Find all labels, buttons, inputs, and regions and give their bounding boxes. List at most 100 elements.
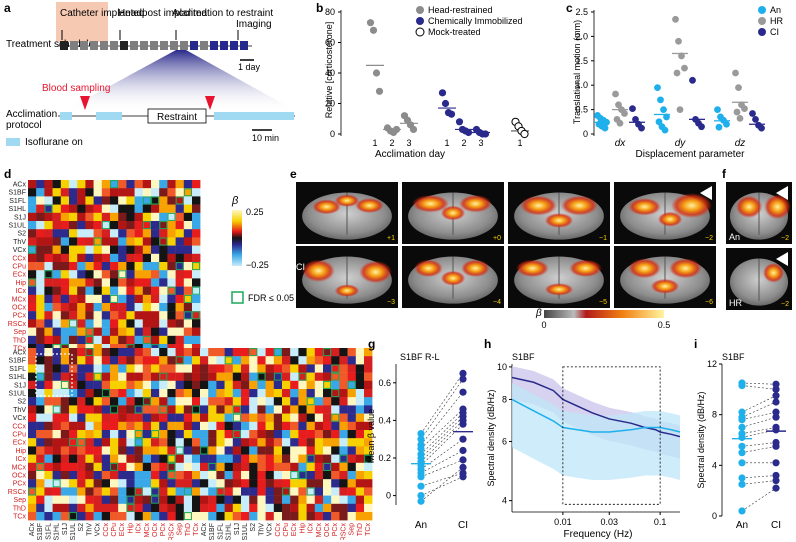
- d-matrix-cell: [347, 512, 356, 521]
- d-matrix-cell: [364, 487, 373, 496]
- d-matrix-cell: [167, 364, 176, 373]
- d-matrix-cell: [36, 303, 45, 312]
- d-matrix-cell: [347, 462, 356, 472]
- d-matrix-cell: [77, 356, 86, 365]
- d-matrix-cell: [192, 446, 201, 455]
- d-matrix-cell: [36, 270, 45, 279]
- d-matrix-cell: [142, 389, 152, 398]
- d-fdr-cell: [183, 311, 192, 320]
- d-matrix-cell: [85, 372, 94, 381]
- h-xtick-label: 0.1: [654, 517, 667, 527]
- ci-point: [459, 369, 467, 377]
- d-matrix-cell: [323, 446, 332, 455]
- d-matrix-cell: [118, 438, 127, 447]
- d-matrix-cell: [85, 221, 94, 230]
- d-matrix-cell: [175, 348, 184, 357]
- d-fdr-cell: [183, 512, 192, 521]
- c-data-point: [603, 118, 610, 126]
- d-row-label: S1HL: [8, 374, 26, 381]
- d-matrix-cell: [142, 212, 152, 222]
- d-matrix-cell: [306, 348, 315, 357]
- d-row-label: PCx: [13, 481, 27, 488]
- d-fdr-cell: [110, 180, 119, 189]
- d-beta-min: −0.25: [246, 260, 269, 270]
- d-matrix-cell: [175, 204, 184, 213]
- b-data-point: [481, 130, 490, 138]
- d-matrix-cell: [134, 446, 143, 455]
- d-matrix-cell: [314, 356, 324, 365]
- b-xtick-label: 1: [517, 138, 522, 148]
- d-row-label: RSCx: [8, 489, 27, 496]
- d-matrix-cell: [93, 503, 102, 513]
- d-matrix-cell: [200, 487, 209, 496]
- d-matrix-cell: [93, 389, 102, 398]
- d-matrix-cell: [28, 262, 37, 271]
- d-col-label: S1J: [234, 523, 241, 535]
- d-matrix-cell: [175, 262, 184, 271]
- d-matrix-cell: [265, 380, 274, 390]
- h-series-ci: [511, 376, 681, 438]
- activation-blob: [412, 195, 449, 213]
- d-matrices: [28, 180, 373, 521]
- d-matrix-cell: [257, 462, 266, 472]
- c-data-point: [714, 106, 721, 113]
- c-y-ticks: 00.51.01.52.02.5: [575, 7, 594, 139]
- d-matrix-cell: [52, 503, 61, 513]
- d-matrix-cell: [77, 237, 86, 246]
- d-matrix-cell: [85, 503, 94, 513]
- d-matrix-cell: [232, 380, 242, 390]
- scale-day-label: 1 day: [238, 62, 261, 72]
- d-matrix-cell: [183, 221, 193, 230]
- d-matrix-cell: [241, 356, 250, 365]
- d-matrix-cell: [110, 405, 119, 414]
- d-matrix-cell: [28, 204, 37, 213]
- pair-line: [420, 438, 464, 470]
- d-matrix-cell: [60, 188, 70, 197]
- d-matrix-cell: [249, 438, 258, 447]
- d-matrix-cell: [142, 421, 152, 431]
- d-matrix-cell: [101, 503, 111, 513]
- d-matrix-cell: [265, 487, 274, 496]
- d-matrix-cell: [364, 380, 373, 390]
- d-matrix-cell: [134, 180, 143, 189]
- d-matrix-cell: [44, 372, 53, 381]
- d-matrix-cell: [142, 503, 152, 513]
- d-matrix-cell: [200, 446, 209, 455]
- d-row-label: CPu: [12, 432, 26, 439]
- d-matrix-cell: [110, 262, 119, 271]
- d-matrix-cell: [167, 356, 176, 365]
- d-col-label: S1HL: [226, 523, 233, 540]
- d-fdr-cell: [323, 462, 332, 471]
- b-xtick-label: 2: [461, 138, 466, 148]
- d-matrix-cell: [232, 405, 242, 414]
- ci-point: [772, 426, 780, 434]
- d-matrix-cell: [110, 196, 119, 205]
- an-point: [738, 416, 746, 424]
- d-matrix-cell: [134, 286, 143, 295]
- d-matrix-cell: [110, 319, 119, 328]
- d-matrix-cell: [77, 503, 86, 513]
- d-matrix-cell: [339, 356, 348, 365]
- d-matrix-cell: [183, 454, 193, 463]
- d-matrix-cell: [126, 364, 135, 373]
- d-matrix-cell: [85, 253, 94, 263]
- d-matrix-cell: [355, 430, 365, 439]
- d-matrix-cell: [314, 479, 324, 488]
- d-matrix-cell: [159, 253, 168, 263]
- d-matrix-cell: [151, 348, 160, 357]
- d-matrix-cell: [118, 262, 127, 271]
- d-matrix-cell: [347, 487, 356, 496]
- d-matrix-cell: [257, 405, 266, 414]
- d-matrix-cell: [347, 364, 356, 373]
- d-matrix-cell: [290, 462, 299, 472]
- d-matrix-cell: [126, 180, 135, 189]
- d-matrix-cell: [28, 495, 37, 504]
- panel-label-i: i: [694, 337, 697, 351]
- d-matrix-cell: [167, 479, 176, 488]
- d-matrix-cell: [93, 487, 102, 496]
- d-matrix-cell: [52, 454, 61, 463]
- d-matrix-cell: [290, 479, 299, 488]
- d-matrix-cell: [52, 221, 61, 230]
- d-matrix-cell: [200, 438, 209, 447]
- d-matrix-cell: [126, 278, 135, 287]
